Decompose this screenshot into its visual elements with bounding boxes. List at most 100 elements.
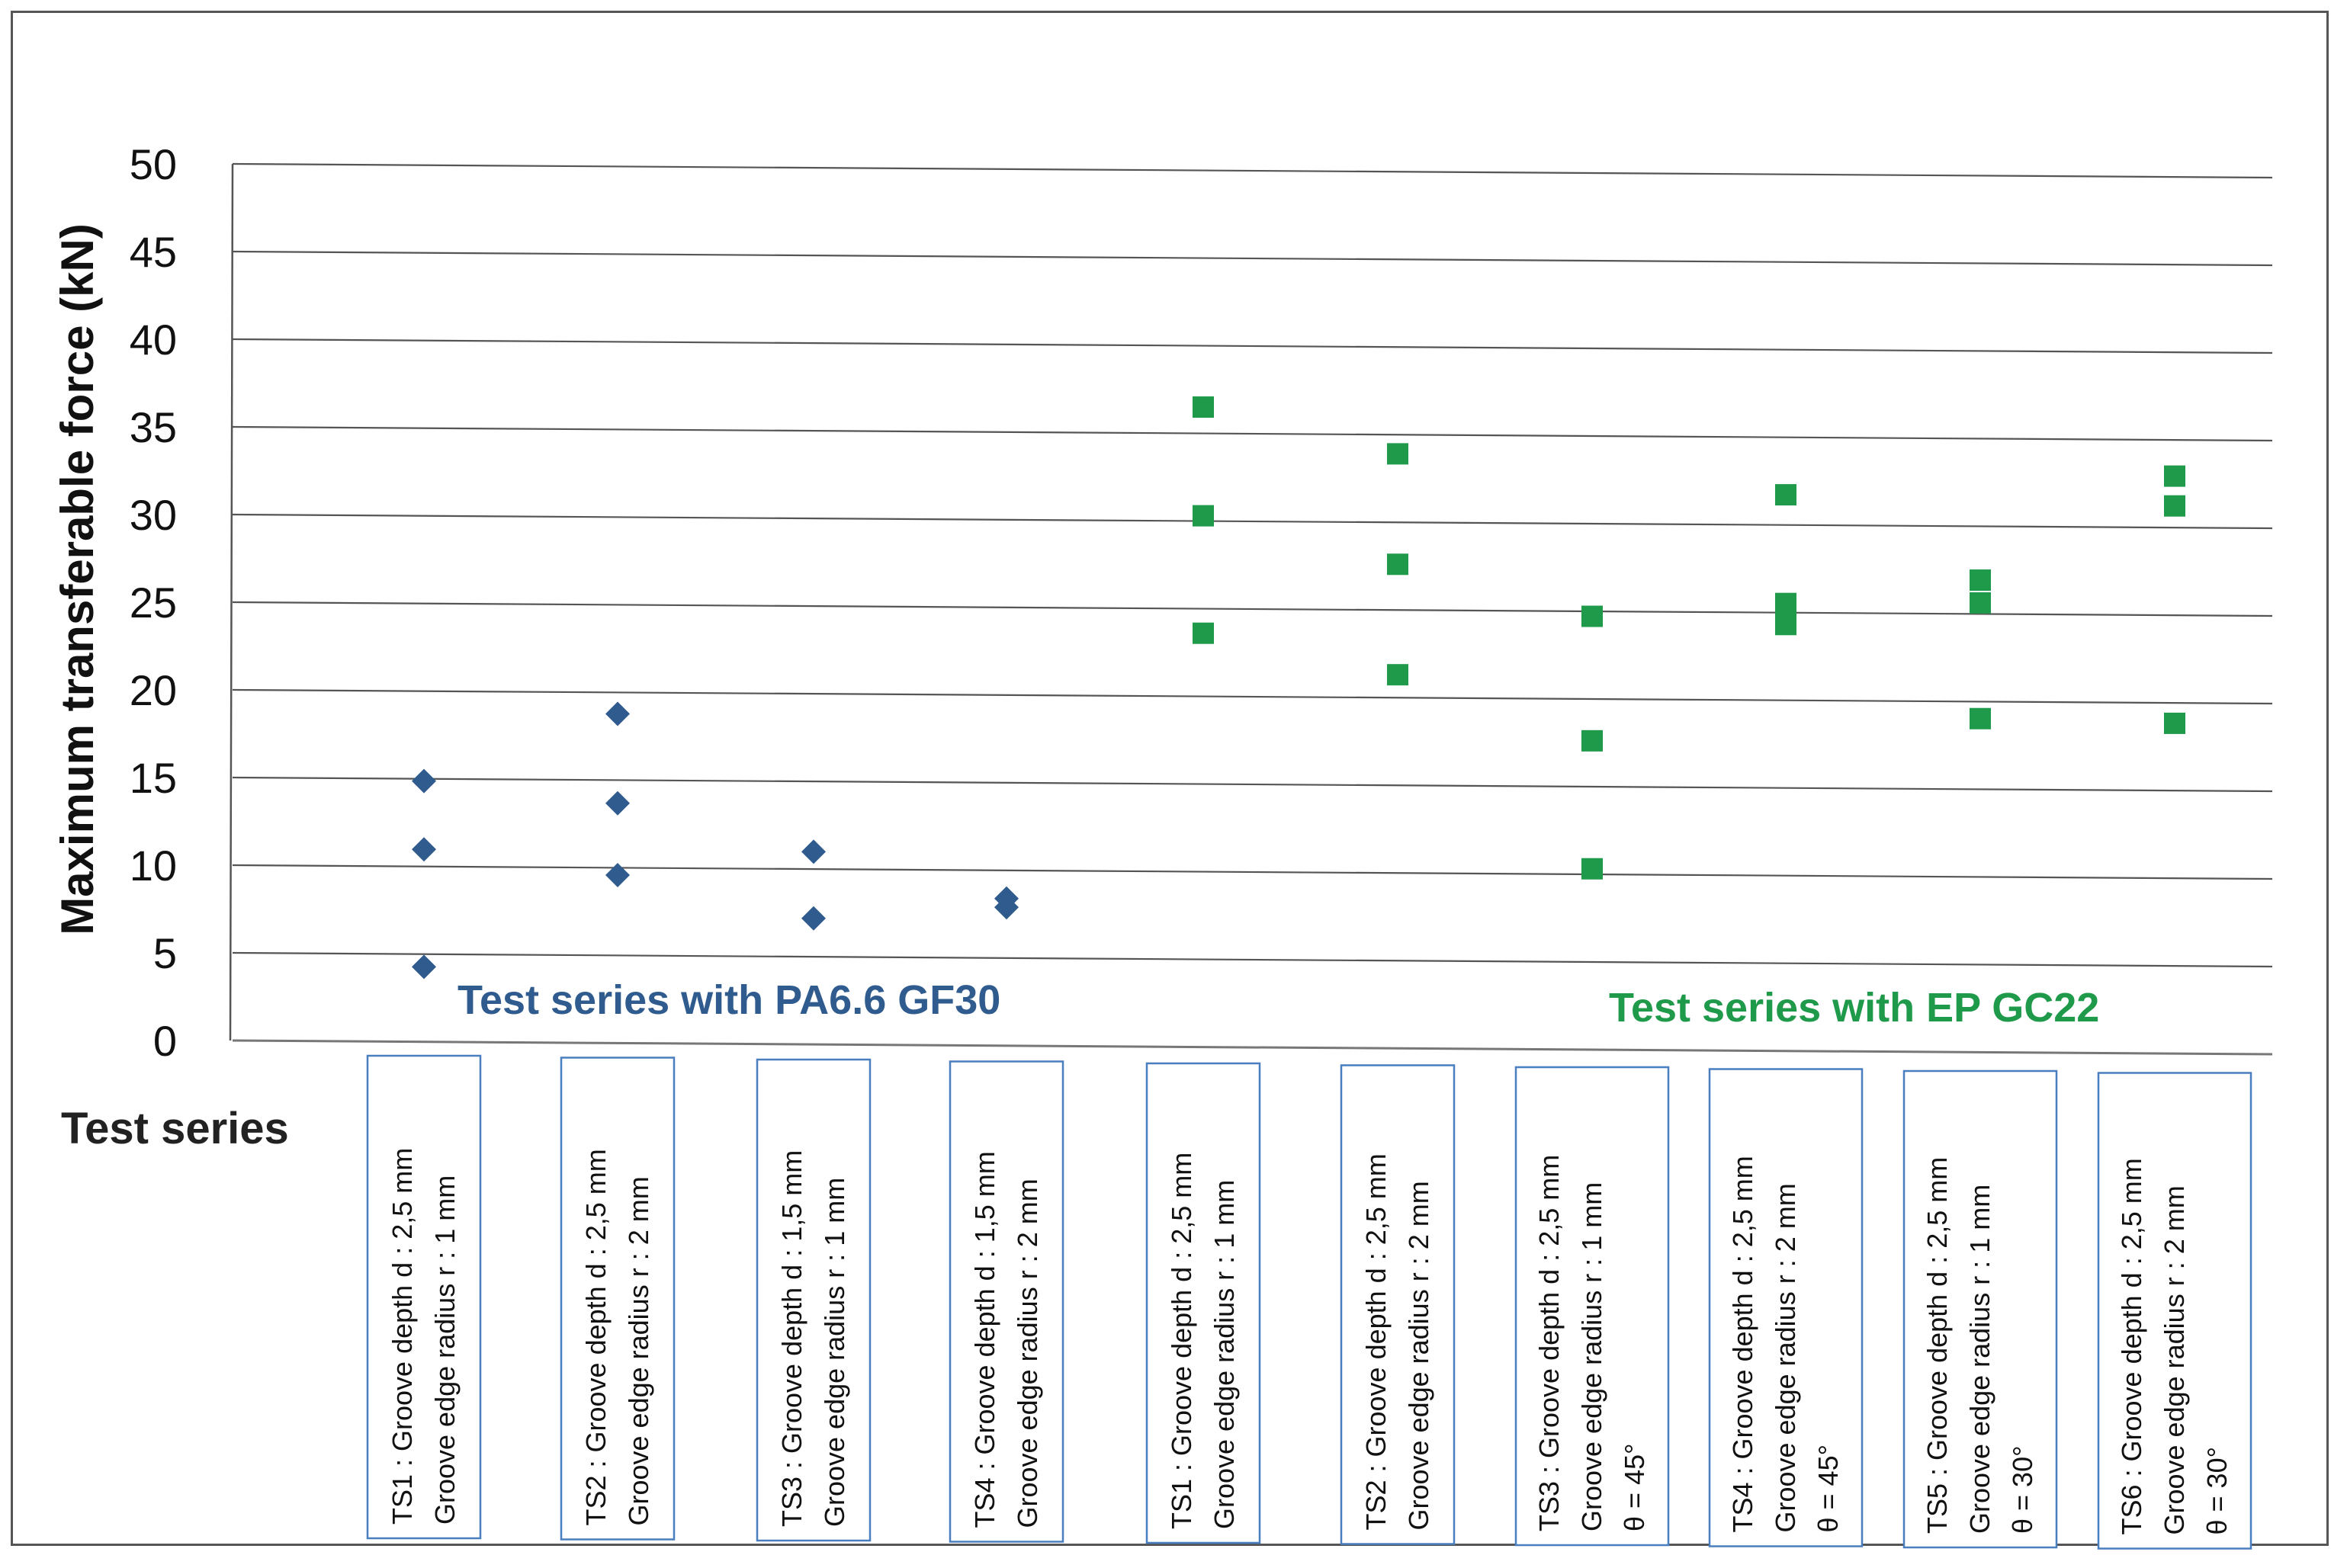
- category-label-line: Groove edge radius r : 1 mm: [1576, 1182, 1607, 1531]
- category-label: TS2 : Groove depth d : 2,5 mm Groove edge…: [1360, 1153, 1434, 1530]
- grid-line: [232, 338, 2273, 354]
- y-tick-label: 30: [130, 491, 177, 539]
- y-tick-label: 40: [130, 316, 177, 364]
- category-label-line: Groove edge radius r : 1 mm: [1964, 1185, 1995, 1534]
- category-box: [756, 1058, 872, 1542]
- grid-line: [232, 601, 2273, 617]
- category-label-line: Groove edge radius r : 2 mm: [623, 1176, 654, 1525]
- grid-lines: [229, 162, 2273, 1056]
- series-label-epgc22: Test series with EP GC22: [1609, 985, 2099, 1031]
- data-point-diamond: [994, 895, 1019, 920]
- data-point-diamond: [412, 954, 436, 980]
- category-label-line: TS1 : Groove depth d : 2,5 mm: [387, 1148, 418, 1525]
- category-label: TS4 : Groove depth d : 1,5 mm Groove edge…: [969, 1151, 1043, 1528]
- category-box: [560, 1057, 676, 1541]
- category-box: [1514, 1066, 1670, 1547]
- category-label: TS3 : Groove depth d : 2,5 mm Groove edge…: [1533, 1155, 1650, 1531]
- category-label-line: Groove edge radius r : 1 mm: [819, 1178, 850, 1527]
- category-box: [2097, 1072, 2252, 1550]
- data-point-square: [1387, 664, 1408, 686]
- category-label-line: TS3 : Groove depth d : 2,5 mm: [1533, 1155, 1565, 1531]
- data-point-square: [1581, 605, 1603, 627]
- grid-line: [232, 864, 2273, 880]
- category-box: [366, 1054, 482, 1540]
- category-label-line: Groove edge radius r : 2 mm: [1403, 1181, 1434, 1530]
- series-label-pa66: Test series with PA6.6 GF30: [458, 977, 1000, 1023]
- grid-line: [232, 513, 2273, 530]
- y-tick-label: 20: [130, 666, 177, 714]
- data-point-diamond: [801, 906, 826, 931]
- category-label: TS4 : Groove depth d : 2,5 mm Groove edge…: [1727, 1156, 1844, 1532]
- grid-line: [232, 425, 2273, 442]
- data-point-square: [1193, 505, 1214, 527]
- grid-line: [232, 951, 2273, 968]
- data-point-diamond: [605, 790, 630, 816]
- category-label: TS5 : Groove depth d : 2,5 mm Groove edge…: [1922, 1157, 2038, 1534]
- data-point-square: [1775, 614, 1796, 636]
- category-label-line: Groove edge radius r : 2 mm: [1012, 1178, 1043, 1528]
- data-point-square: [1970, 592, 1991, 614]
- category-labels: TS1 : Groove depth d : 2,5 mm Groove edge…: [366, 1054, 2252, 1550]
- category-label-line: θ = 30°: [2201, 1447, 2233, 1535]
- grid-line: [232, 776, 2273, 793]
- category-box: [949, 1060, 1064, 1543]
- y-tick-label: 35: [130, 403, 177, 451]
- data-point-square: [1193, 396, 1214, 418]
- category-box: [1145, 1062, 1261, 1544]
- data-points: [412, 396, 2185, 980]
- data-point-square: [1775, 592, 1796, 614]
- y-tick-label: 0: [153, 1017, 177, 1065]
- category-label-line: TS4 : Groove depth d : 1,5 mm: [969, 1151, 1000, 1528]
- data-point-diamond: [412, 837, 436, 862]
- category-label: TS6 : Groove depth d : 2,5 mm Groove edge…: [2116, 1158, 2233, 1534]
- data-point-diamond: [801, 839, 826, 864]
- category-label-line: θ = 45°: [1619, 1444, 1650, 1532]
- category-label-line: TS2 : Groove depth d : 2,5 mm: [1360, 1153, 1392, 1530]
- category-label-line: θ = 45°: [1812, 1445, 1844, 1533]
- data-point-square: [1581, 858, 1603, 880]
- y-tick-label: 45: [130, 228, 177, 276]
- category-label-line: θ = 30°: [2007, 1446, 2038, 1534]
- y-tick-label: 10: [130, 842, 177, 890]
- grid-line: [232, 1039, 2273, 1056]
- data-point-diamond: [605, 863, 630, 888]
- category-label-line: TS5 : Groove depth d : 2,5 mm: [1922, 1157, 1953, 1534]
- y-tick-label: 5: [153, 929, 177, 977]
- category-box: [1708, 1068, 1864, 1547]
- data-point-square: [1387, 553, 1408, 576]
- data-point-square: [2164, 495, 2185, 517]
- category-box: [1902, 1069, 2058, 1549]
- category-label: TS2 : Groove depth d : 2,5 mm Groove edge…: [580, 1149, 654, 1525]
- data-point-square: [2164, 712, 2185, 734]
- y-axis-line: [229, 163, 234, 1041]
- grid-line: [232, 688, 2273, 705]
- data-point-square: [2164, 465, 2185, 487]
- data-point-square: [1970, 707, 1991, 729]
- category-label: TS1 : Groove depth d : 2,5 mm Groove edge…: [387, 1148, 461, 1525]
- grid-line: [232, 162, 2273, 179]
- category-label-line: Groove edge radius r : 2 mm: [1770, 1183, 1801, 1532]
- category-label-line: TS3 : Groove depth d : 1,5 mm: [776, 1150, 807, 1527]
- category-label: TS3 : Groove depth d : 1,5 mm Groove edge…: [776, 1150, 850, 1527]
- y-tick-label: 15: [130, 754, 177, 802]
- data-point-square: [1775, 484, 1796, 506]
- y-axis-label: Maximum transferable force (kN): [52, 223, 103, 935]
- category-label-line: Groove edge radius r : 1 mm: [429, 1175, 461, 1525]
- data-point-diamond: [412, 768, 436, 794]
- category-box: [1340, 1064, 1456, 1545]
- data-point-square: [1387, 443, 1408, 465]
- y-tick-label: 25: [130, 579, 177, 627]
- category-label-line: TS1 : Groove depth d : 2,5 mm: [1166, 1153, 1197, 1529]
- y-tick-labels: 0 5 10 15 20 25 30 35 40 45 50: [130, 140, 177, 1065]
- y-tick-label: 50: [130, 140, 177, 188]
- data-point-square: [1581, 729, 1603, 752]
- category-label-line: TS4 : Groove depth d : 2,5 mm: [1727, 1156, 1758, 1532]
- data-point-square: [1970, 569, 1991, 592]
- grid-line: [232, 250, 2273, 267]
- x-axis-label: Test series: [61, 1104, 289, 1153]
- data-point-square: [1193, 622, 1214, 644]
- category-label-line: Groove edge radius r : 2 mm: [2159, 1185, 2190, 1534]
- category-label-line: TS2 : Groove depth d : 2,5 mm: [580, 1149, 612, 1525]
- chart-frame: [11, 11, 2329, 1546]
- category-label-line: Groove edge radius r : 1 mm: [1209, 1180, 1240, 1529]
